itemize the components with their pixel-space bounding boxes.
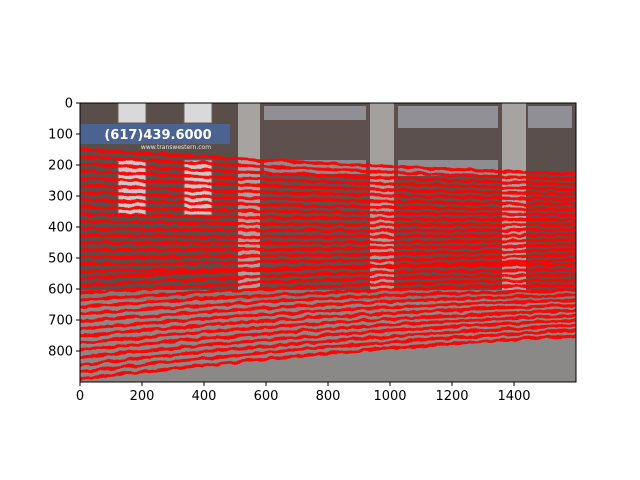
x-tick-label: 800 (316, 389, 341, 404)
overlay-line (80, 263, 576, 281)
overlay-line (80, 268, 576, 288)
y-tick-label: 0 (65, 97, 73, 112)
x-tick-label: 200 (130, 389, 155, 404)
overlay-line (80, 233, 576, 239)
overlay-line (80, 323, 576, 367)
overlay-line (80, 183, 576, 202)
y-tick-label: 700 (48, 314, 73, 329)
overlay-line (80, 288, 576, 316)
x-axis: 0 200 400 600 800 1000 1200 1400 (76, 382, 531, 404)
x-tick-label: 1400 (497, 389, 530, 404)
y-tick-label: 400 (48, 221, 73, 236)
overlay-line (80, 147, 576, 176)
y-tick-label: 500 (48, 252, 73, 267)
y-tick-label: 100 (48, 128, 73, 143)
overlay-line (80, 248, 576, 259)
overlay-line (80, 205, 576, 217)
overlay-line (80, 155, 576, 181)
sign-url: www.transwestern.com (141, 144, 211, 151)
x-tick-label: 400 (192, 389, 217, 404)
overlay-line (80, 243, 576, 252)
y-tick-label: 600 (48, 283, 73, 298)
overlay-line (80, 293, 576, 324)
overlay-line (80, 303, 576, 338)
y-tick-label: 300 (48, 190, 73, 205)
overlay-line (80, 278, 576, 302)
overlay-line (80, 283, 576, 309)
overlay-line (80, 328, 576, 374)
y-tick-label: 200 (48, 159, 73, 174)
overlay-line (80, 162, 576, 186)
overlay-line (80, 212, 576, 222)
overlay-line (80, 238, 576, 245)
overlay-line (80, 318, 576, 359)
overlay-line (80, 253, 576, 266)
x-tick-label: 0 (76, 389, 84, 404)
overlay-line (80, 313, 576, 352)
overlay-line (80, 298, 576, 331)
y-axis: 0 100 200 300 400 500 600 700 800 (48, 97, 80, 360)
overlay-line (80, 169, 576, 192)
sign-phone: (617)439.6000 (104, 128, 211, 143)
x-tick-label: 1000 (373, 389, 406, 404)
red-overlay-lines (80, 147, 576, 381)
overlay-line (80, 273, 576, 295)
overlay-line (80, 176, 576, 197)
x-tick-label: 600 (254, 389, 279, 404)
overlay-line (80, 198, 576, 212)
x-tick-label: 1200 (435, 389, 468, 404)
sign-board (80, 124, 230, 144)
y-tick-label: 800 (48, 345, 73, 360)
overlay-line (80, 333, 576, 381)
overlay-line (80, 190, 576, 207)
overlay-line (80, 308, 576, 345)
overlay-line (80, 219, 576, 227)
overlay-line (80, 226, 576, 233)
